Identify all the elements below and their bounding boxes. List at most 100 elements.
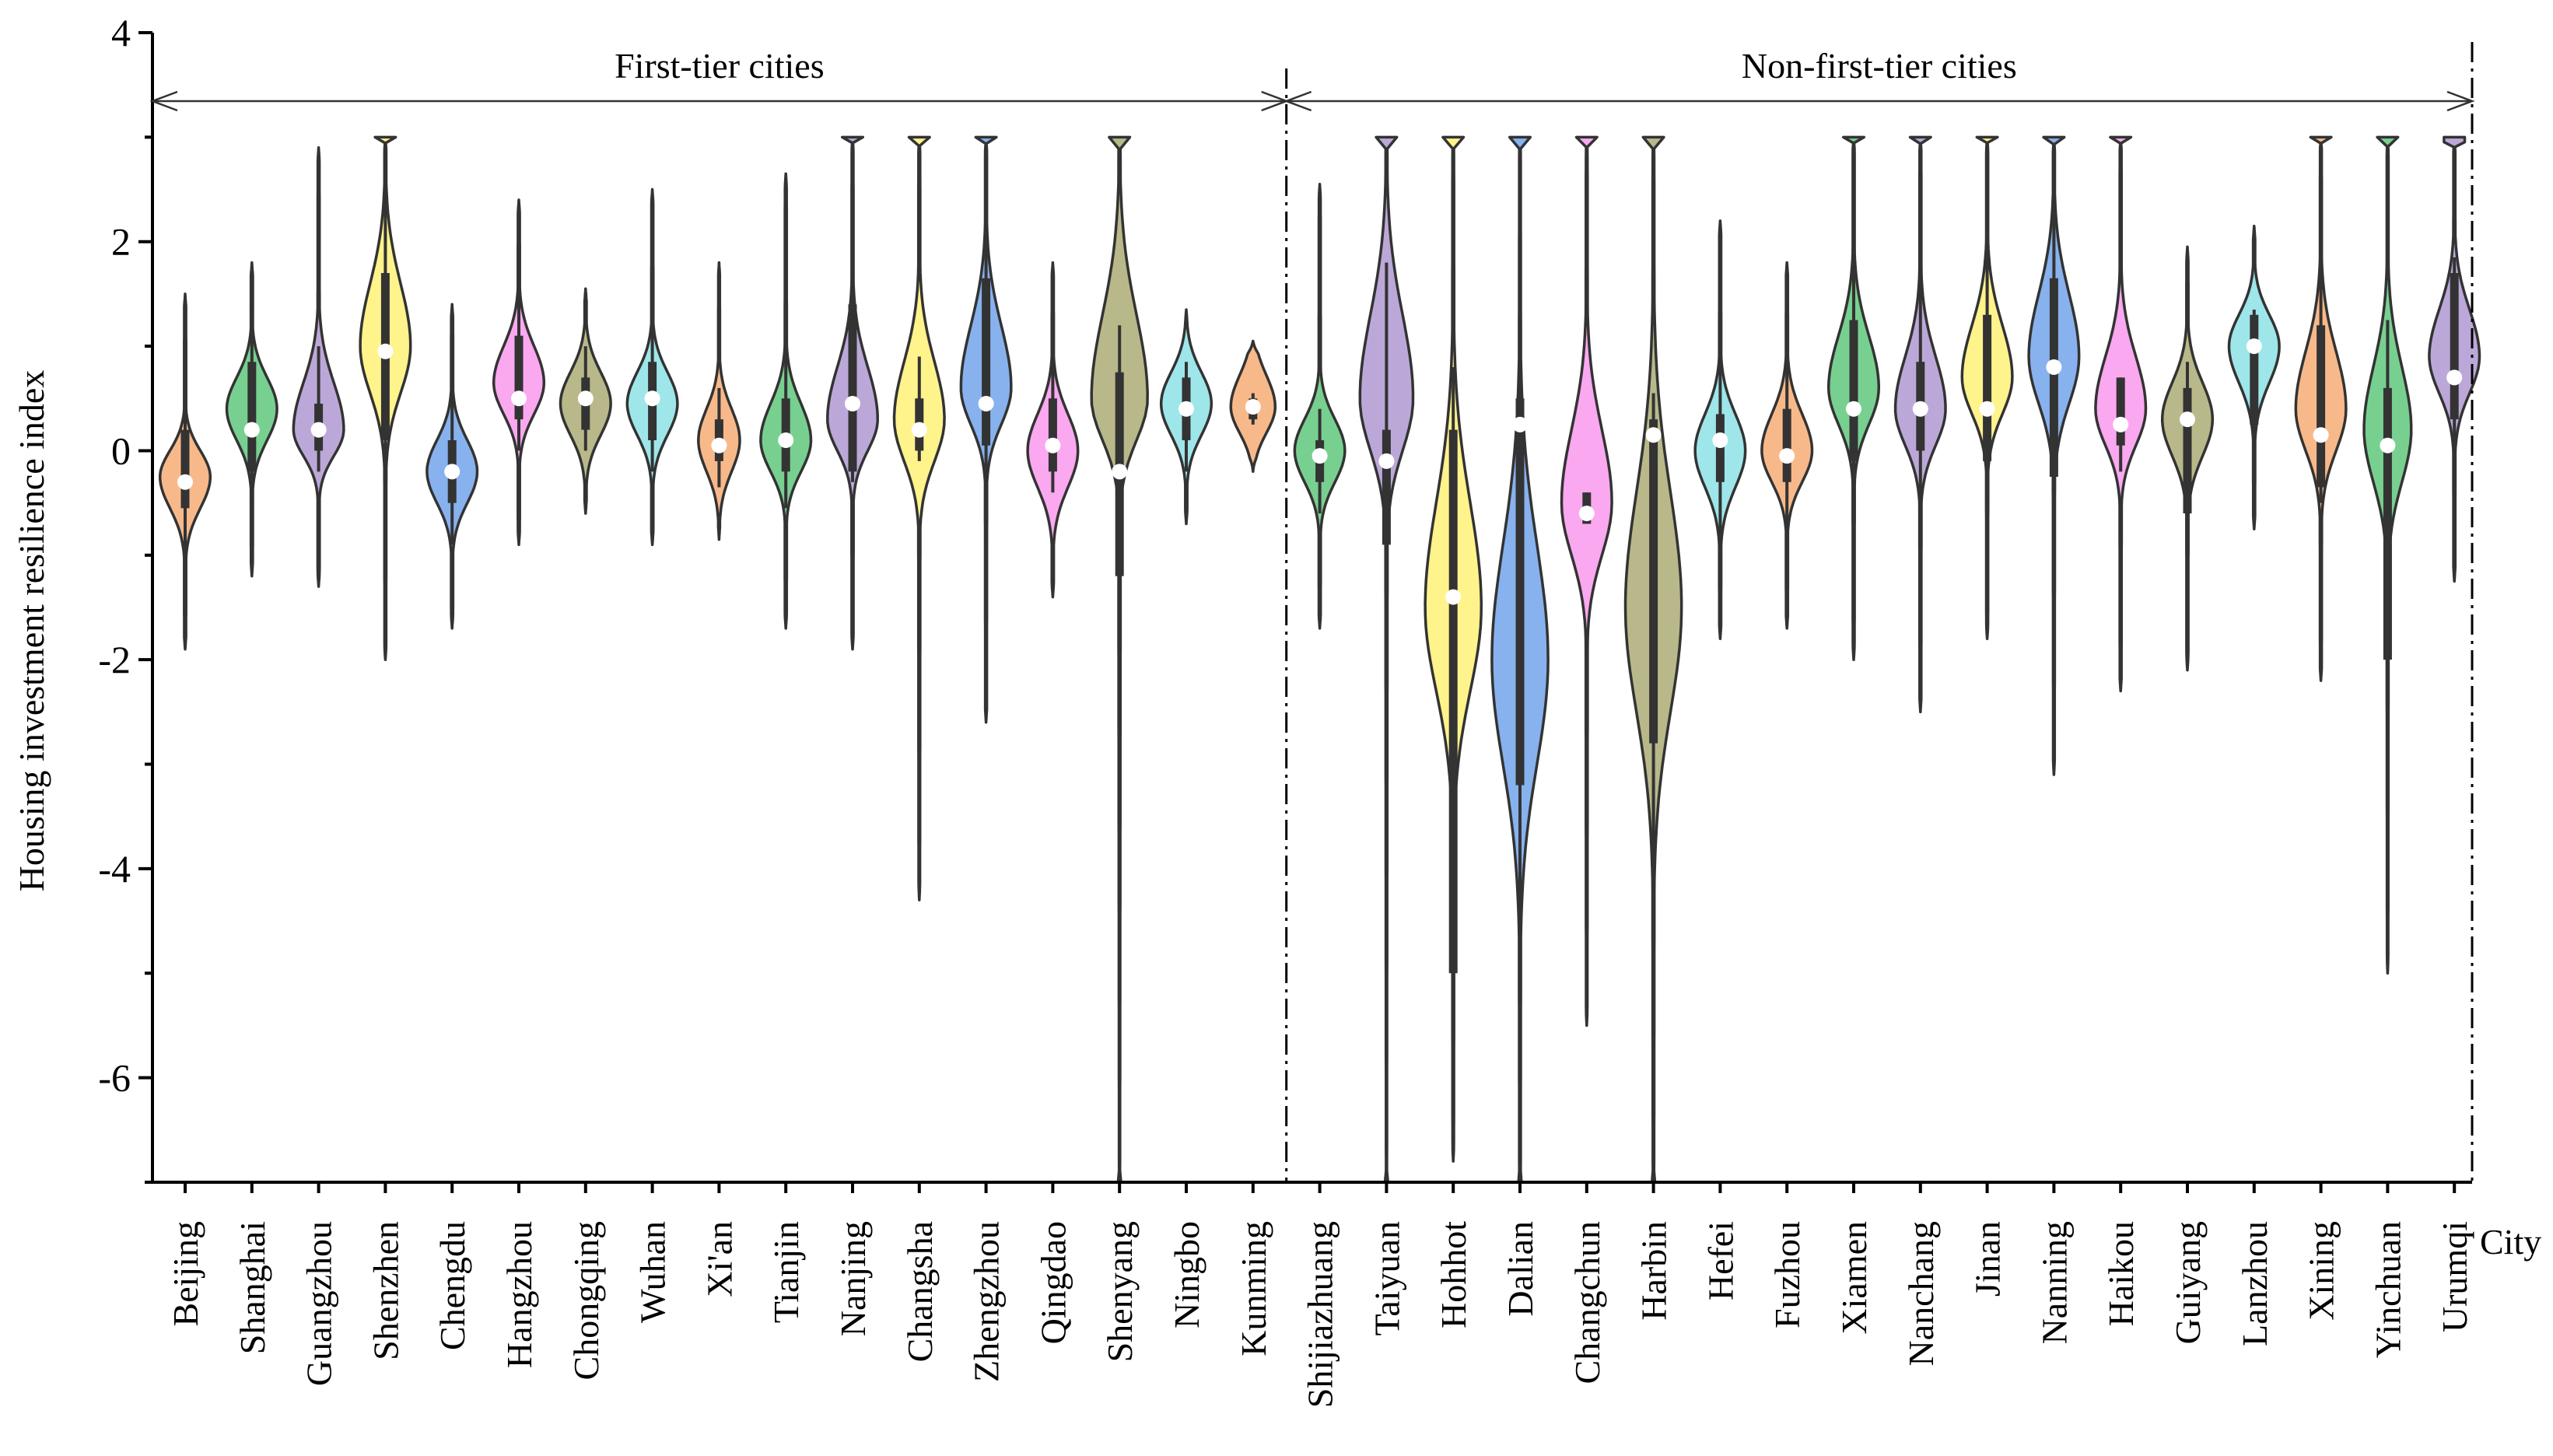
iqr-box (180, 429, 190, 509)
y-tick-label: -2 (98, 638, 131, 681)
iqr-box (2383, 387, 2392, 660)
iqr-box (2049, 278, 2058, 478)
median-dot (2246, 338, 2262, 355)
city-label: Kunming (1234, 1221, 1273, 1356)
iqr-box (1715, 414, 1725, 482)
iqr-box (982, 278, 991, 446)
median-dot (845, 395, 860, 411)
iqr-box (2317, 325, 2326, 488)
violin-changsha (892, 135, 946, 901)
city-label: Jinan (1968, 1221, 2008, 1297)
iqr-box (1448, 429, 1458, 974)
median-dot (577, 390, 594, 407)
violins-layer (158, 135, 2481, 1184)
iqr-box (1515, 398, 1525, 786)
median-dot (1779, 448, 1795, 464)
median-dot (2446, 369, 2463, 386)
city-label: Urumqi (2435, 1221, 2474, 1332)
y-tick-label: 0 (111, 429, 131, 472)
median-dot (644, 390, 660, 407)
median-dot (1178, 401, 1194, 417)
violin-shenyang (1090, 135, 1149, 1184)
city-label: Qingdao (1033, 1221, 1073, 1344)
median-dot (1445, 589, 1462, 605)
median-dot (1112, 464, 1128, 480)
city-label: Changsha (900, 1221, 940, 1362)
city-label: Hangzhou (499, 1221, 539, 1368)
iqr-box (848, 304, 857, 472)
labels-layer: 4 2 0 -2 -4 -6 Beijing Shanghai Guangzhou Shenzhe… (98, 11, 2474, 1408)
x-axis-label: City (2480, 1222, 2541, 1262)
city-label: Xi'an (699, 1221, 739, 1297)
median-dot (978, 395, 994, 411)
median-dot (1378, 453, 1395, 469)
city-label: Nanning (2034, 1221, 2074, 1344)
iqr-box (1382, 429, 1391, 545)
y-axis-label: Housing investment resilience index (12, 370, 51, 892)
median-dot (444, 464, 461, 480)
median-dot (711, 437, 727, 453)
group-first-tier-left-arrowhead (149, 90, 178, 112)
iqr-box (2250, 314, 2259, 425)
iqr-box (1849, 320, 1858, 461)
city-label: Shanghai (233, 1221, 272, 1354)
city-label: Haikou (2101, 1221, 2141, 1326)
median-dot (177, 474, 193, 490)
iqr-box (2450, 273, 2459, 420)
violin-shijiazhuang (1293, 183, 1347, 630)
median-dot (377, 343, 394, 359)
city-label: Shenzhen (366, 1221, 405, 1360)
median-dot (1312, 448, 1328, 464)
city-label: Harbin (1634, 1221, 1674, 1321)
median-dot (1645, 427, 1662, 443)
iqr-box (514, 335, 524, 420)
median-dot (2113, 416, 2129, 432)
median-dot (243, 422, 260, 438)
city-label: Zhengzhou (967, 1221, 1007, 1382)
city-label: Xiamen (1834, 1221, 1874, 1335)
median-dot (1512, 416, 1528, 432)
median-dot (2046, 359, 2062, 375)
city-label: Taiyuan (1367, 1221, 1406, 1336)
axes-layer (138, 31, 2475, 1193)
city-label: Lanzhou (2235, 1221, 2275, 1346)
group-label-first-tier: First-tier cities (615, 46, 825, 86)
city-label: Shenyang (1100, 1221, 1140, 1362)
city-label: Ningbo (1167, 1221, 1206, 1328)
median-dot (2380, 437, 2396, 453)
group-label-non-first-tier: Non-first-tier cities (1742, 46, 2017, 86)
median-dot (1712, 432, 1728, 449)
iqr-box (247, 362, 257, 472)
median-dot (911, 422, 927, 438)
city-label: Nanchang (1901, 1221, 1941, 1366)
median-dot (778, 432, 794, 449)
city-label: Shijiazhuang (1301, 1221, 1340, 1408)
group-non-first-tier-right-arrowhead (2446, 90, 2475, 112)
median-dot (1245, 399, 1261, 415)
city-label: Nanjing (833, 1221, 873, 1336)
city-label: Hefei (1700, 1221, 1740, 1300)
city-label: Chongqing (566, 1221, 606, 1380)
city-label: Hohhot (1434, 1221, 1473, 1328)
city-label: Dalian (1501, 1221, 1540, 1317)
city-label: Guiyang (2168, 1221, 2208, 1344)
city-label: Yinchuan (2368, 1221, 2408, 1358)
iqr-box (1983, 314, 1992, 461)
y-tick-label: -6 (98, 1056, 131, 1100)
median-dot (2180, 411, 2195, 428)
city-label: Beijing (166, 1221, 205, 1326)
city-label: Guangzhou (299, 1221, 339, 1386)
city-label: Fuzhou (1767, 1221, 1807, 1328)
y-tick-label: 2 (111, 220, 131, 264)
median-dot (1912, 401, 1928, 417)
city-label: Wuhan (633, 1221, 673, 1323)
city-label: Changchun (1567, 1221, 1607, 1384)
y-tick-label: 4 (111, 11, 131, 54)
iqr-box (1048, 398, 1057, 472)
median-dot (1979, 401, 1995, 417)
iqr-box (2116, 377, 2125, 446)
iqr-box (1649, 419, 1658, 744)
median-dot (1578, 506, 1595, 522)
